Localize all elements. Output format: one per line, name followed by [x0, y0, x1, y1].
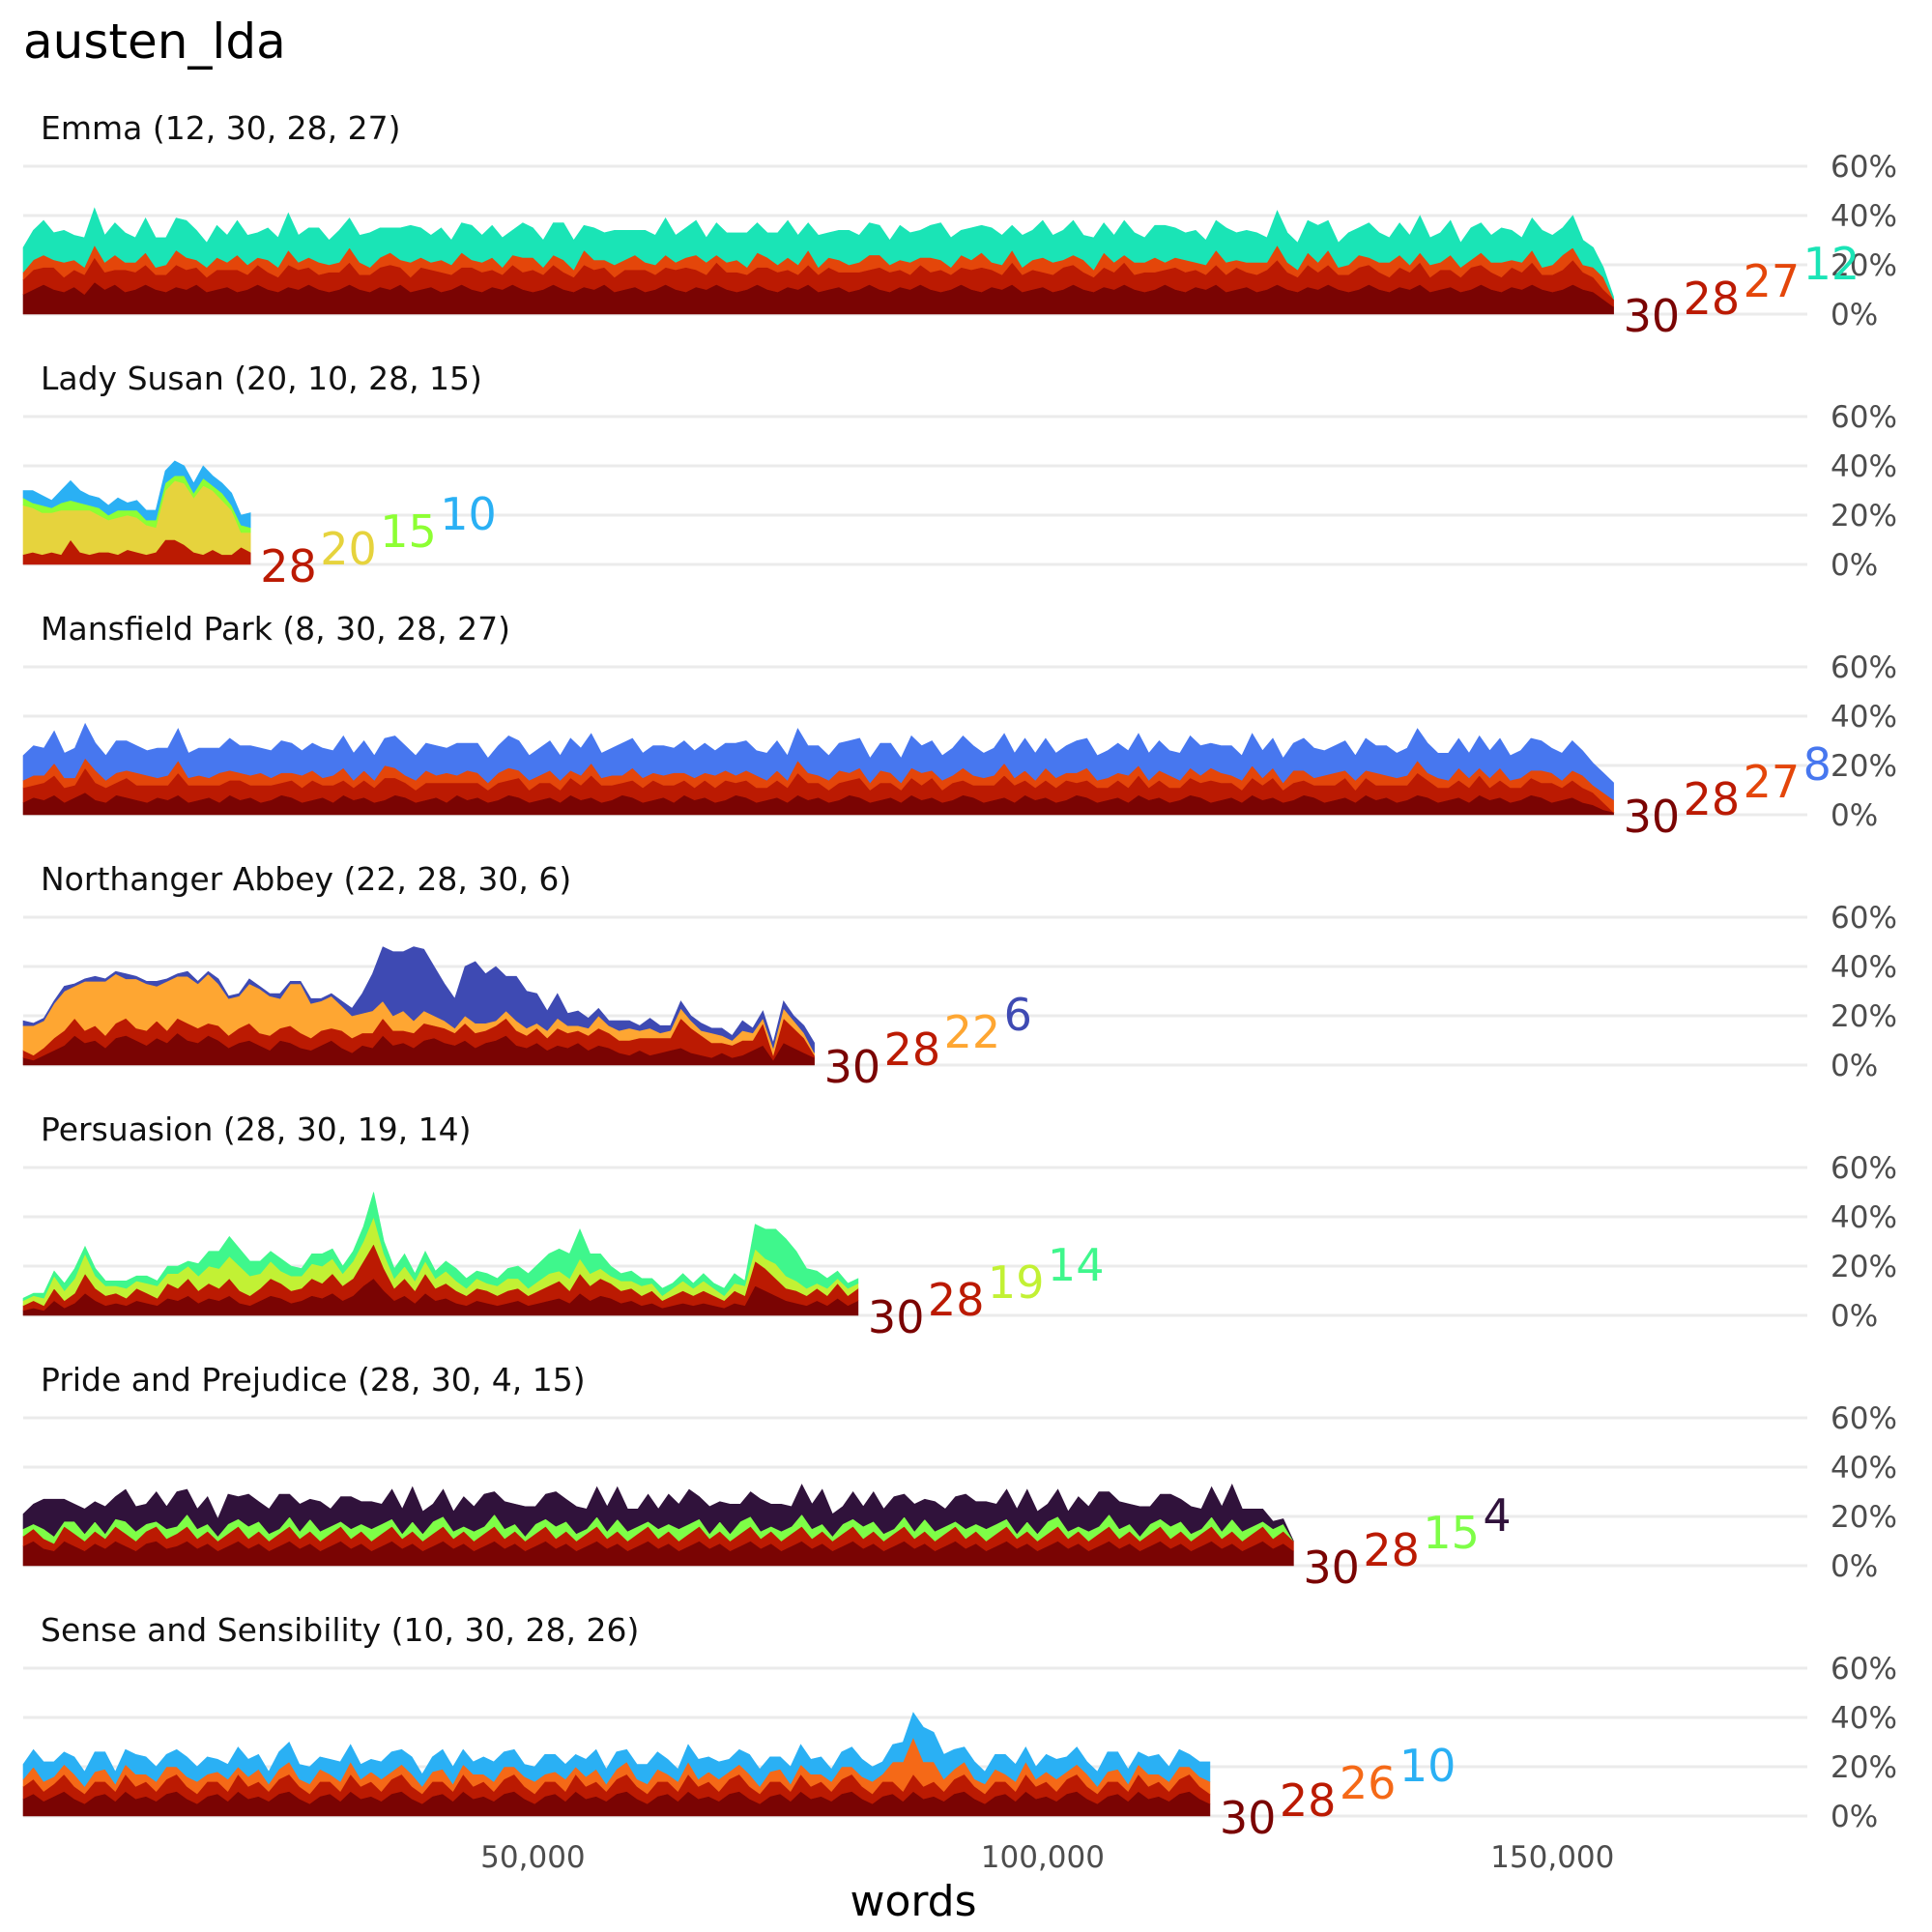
y-tick-label: 60% [1831, 400, 1897, 435]
area-series-6 [22, 946, 815, 1053]
area-series-12 [22, 207, 1614, 300]
end-label: 15 [1423, 1507, 1480, 1559]
facet-panel: Northanger Abbey (22, 28, 30, 6) 0% 20% 40%… [22, 860, 1897, 1093]
chart-title: austen_lda [23, 14, 286, 70]
facet-title: Pride and Prejudice (28, 30, 4, 15) [41, 1361, 586, 1399]
end-label: 30 [824, 1041, 881, 1093]
y-tick-label: 0% [1831, 298, 1878, 332]
end-label: 28 [260, 540, 317, 592]
end-label: 30 [1303, 1542, 1360, 1594]
x-tick-label: 150,000 [1490, 1840, 1614, 1875]
end-label: 20 [320, 523, 377, 575]
end-label: 26 [1340, 1757, 1397, 1809]
area-series-14 [22, 1192, 859, 1302]
facet-panel: Sense and Sensibility (10, 30, 28, 26) 0%… [22, 1611, 1897, 1844]
end-label: 28 [1684, 773, 1741, 825]
y-tick-label: 0% [1831, 798, 1878, 833]
facet-panel: Emma (12, 30, 28, 27) 0% 20% 40% 60% 30 28 27 12 [22, 109, 1897, 342]
end-label: 28 [1280, 1774, 1337, 1827]
end-label: 28 [1363, 1524, 1420, 1576]
y-tick-label: 40% [1831, 199, 1897, 234]
y-tick-label: 40% [1831, 950, 1897, 985]
y-tick-label: 20% [1831, 1500, 1897, 1535]
facet-title: Persuasion (28, 30, 19, 14) [41, 1110, 472, 1148]
y-tick-label: 0% [1831, 1299, 1878, 1334]
y-tick-label: 60% [1831, 901, 1897, 936]
area-series-4 [22, 1484, 1294, 1542]
y-tick-label: 20% [1831, 248, 1897, 283]
end-label: 30 [1220, 1792, 1277, 1844]
end-label: 30 [868, 1291, 925, 1343]
y-tick-label: 40% [1831, 1451, 1897, 1485]
y-tick-label: 20% [1831, 999, 1897, 1034]
x-axis-title: words [850, 1877, 976, 1926]
y-tick-label: 20% [1831, 1750, 1897, 1785]
x-axis: 50,000 100,000 150,000 [480, 1840, 1614, 1875]
facet-panel: Persuasion (28, 30, 19, 14) 0% 20% 40% 60% 30… [22, 1110, 1897, 1343]
y-tick-label: 0% [1831, 1549, 1878, 1584]
x-tick-label: 100,000 [981, 1840, 1105, 1875]
y-tick-label: 40% [1831, 1701, 1897, 1736]
end-label: 4 [1483, 1489, 1511, 1542]
end-label: 14 [1048, 1239, 1105, 1291]
end-label: 30 [1624, 791, 1681, 843]
end-label: 6 [1004, 989, 1032, 1041]
y-tick-label: 0% [1831, 548, 1878, 583]
end-label: 8 [1803, 738, 1831, 791]
end-label: 27 [1744, 255, 1801, 307]
end-label: 28 [928, 1274, 985, 1326]
y-tick-label: 40% [1831, 700, 1897, 735]
y-tick-label: 0% [1831, 1800, 1878, 1834]
facet-title: Emma (12, 30, 28, 27) [41, 109, 401, 147]
area-series-8 [22, 722, 1614, 801]
end-label: 30 [1624, 290, 1681, 342]
y-tick-label: 40% [1831, 449, 1897, 484]
y-tick-label: 60% [1831, 1151, 1897, 1186]
facet-title: Lady Susan (20, 10, 28, 15) [41, 360, 482, 397]
y-tick-label: 40% [1831, 1200, 1897, 1235]
y-tick-label: 20% [1831, 1250, 1897, 1284]
y-tick-label: 20% [1831, 499, 1897, 533]
facet-title: Sense and Sensibility (10, 30, 28, 26) [41, 1611, 639, 1649]
end-label: 28 [1684, 273, 1741, 325]
end-label: 27 [1744, 756, 1801, 808]
facets: Emma (12, 30, 28, 27)0%20%40%60%30 28 27 12… [22, 109, 1897, 1844]
end-label: 22 [944, 1006, 1001, 1058]
end-label: 19 [988, 1256, 1045, 1309]
end-label: 28 [884, 1024, 941, 1076]
area-series-10 [22, 1712, 1211, 1787]
end-label: 10 [1399, 1740, 1456, 1792]
facet-title: Mansfield Park (8, 30, 28, 27) [41, 610, 510, 648]
y-tick-label: 60% [1831, 1401, 1897, 1436]
facet-panel: Pride and Prejudice (28, 30, 4, 15) 0% 20%… [22, 1361, 1897, 1594]
y-tick-label: 60% [1831, 650, 1897, 685]
x-tick-label: 50,000 [480, 1840, 585, 1875]
facet-panel: Mansfield Park (8, 30, 28, 27) 0% 20% 40% 60… [22, 610, 1897, 843]
end-label: 10 [440, 488, 497, 540]
end-label: 15 [380, 505, 437, 558]
y-tick-label: 60% [1831, 150, 1897, 185]
y-tick-label: 60% [1831, 1652, 1897, 1687]
facet-title: Northanger Abbey (22, 28, 30, 6) [41, 860, 571, 898]
facet-panel: Lady Susan (20, 10, 28, 15) 0% 20% 40% 60% 28… [22, 360, 1897, 592]
y-tick-label: 0% [1831, 1049, 1878, 1083]
area-series-10 [22, 460, 251, 529]
y-tick-label: 20% [1831, 749, 1897, 784]
end-label: 12 [1803, 238, 1860, 290]
